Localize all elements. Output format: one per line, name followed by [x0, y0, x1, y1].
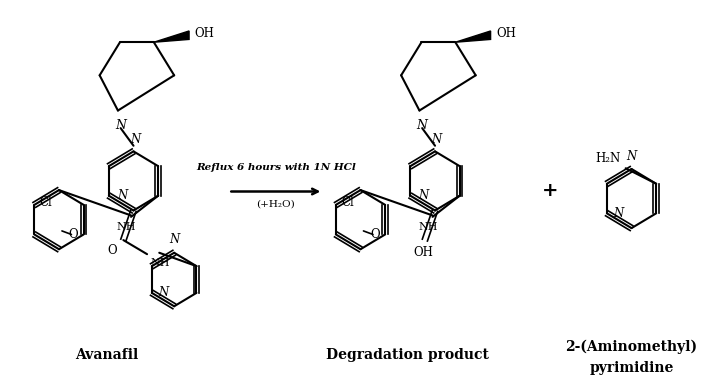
Polygon shape — [455, 31, 491, 42]
Text: pyrimidine: pyrimidine — [589, 360, 674, 375]
Text: 2-(Aminomethyl): 2-(Aminomethyl) — [566, 339, 697, 354]
Text: N: N — [418, 189, 429, 202]
Text: Cl: Cl — [40, 196, 52, 209]
Text: Avanafil: Avanafil — [75, 348, 138, 362]
Text: NH: NH — [117, 223, 136, 232]
Text: N: N — [169, 233, 179, 246]
Text: OH: OH — [496, 27, 516, 40]
Text: (+H₂O): (+H₂O) — [256, 200, 295, 209]
Text: O: O — [370, 228, 379, 241]
Text: N: N — [115, 119, 126, 132]
Text: OH: OH — [413, 246, 433, 259]
Text: N: N — [614, 207, 624, 220]
Text: OH: OH — [195, 27, 215, 40]
Text: NH: NH — [151, 258, 170, 268]
Text: Degradation product: Degradation product — [326, 348, 489, 362]
Text: N: N — [130, 133, 140, 146]
Text: NH: NH — [418, 223, 438, 232]
Text: N: N — [159, 286, 169, 300]
Text: N: N — [117, 189, 127, 202]
Text: O: O — [107, 244, 117, 257]
Text: N: N — [417, 119, 428, 132]
Text: H₂N: H₂N — [595, 152, 620, 165]
Text: N: N — [627, 150, 636, 163]
Polygon shape — [154, 31, 189, 42]
Text: N: N — [431, 133, 442, 146]
Text: O: O — [69, 228, 78, 241]
Text: Cl: Cl — [341, 196, 354, 209]
Text: +: + — [542, 183, 559, 200]
Text: Reflux 6 hours with 1N HCl: Reflux 6 hours with 1N HCl — [196, 163, 355, 172]
